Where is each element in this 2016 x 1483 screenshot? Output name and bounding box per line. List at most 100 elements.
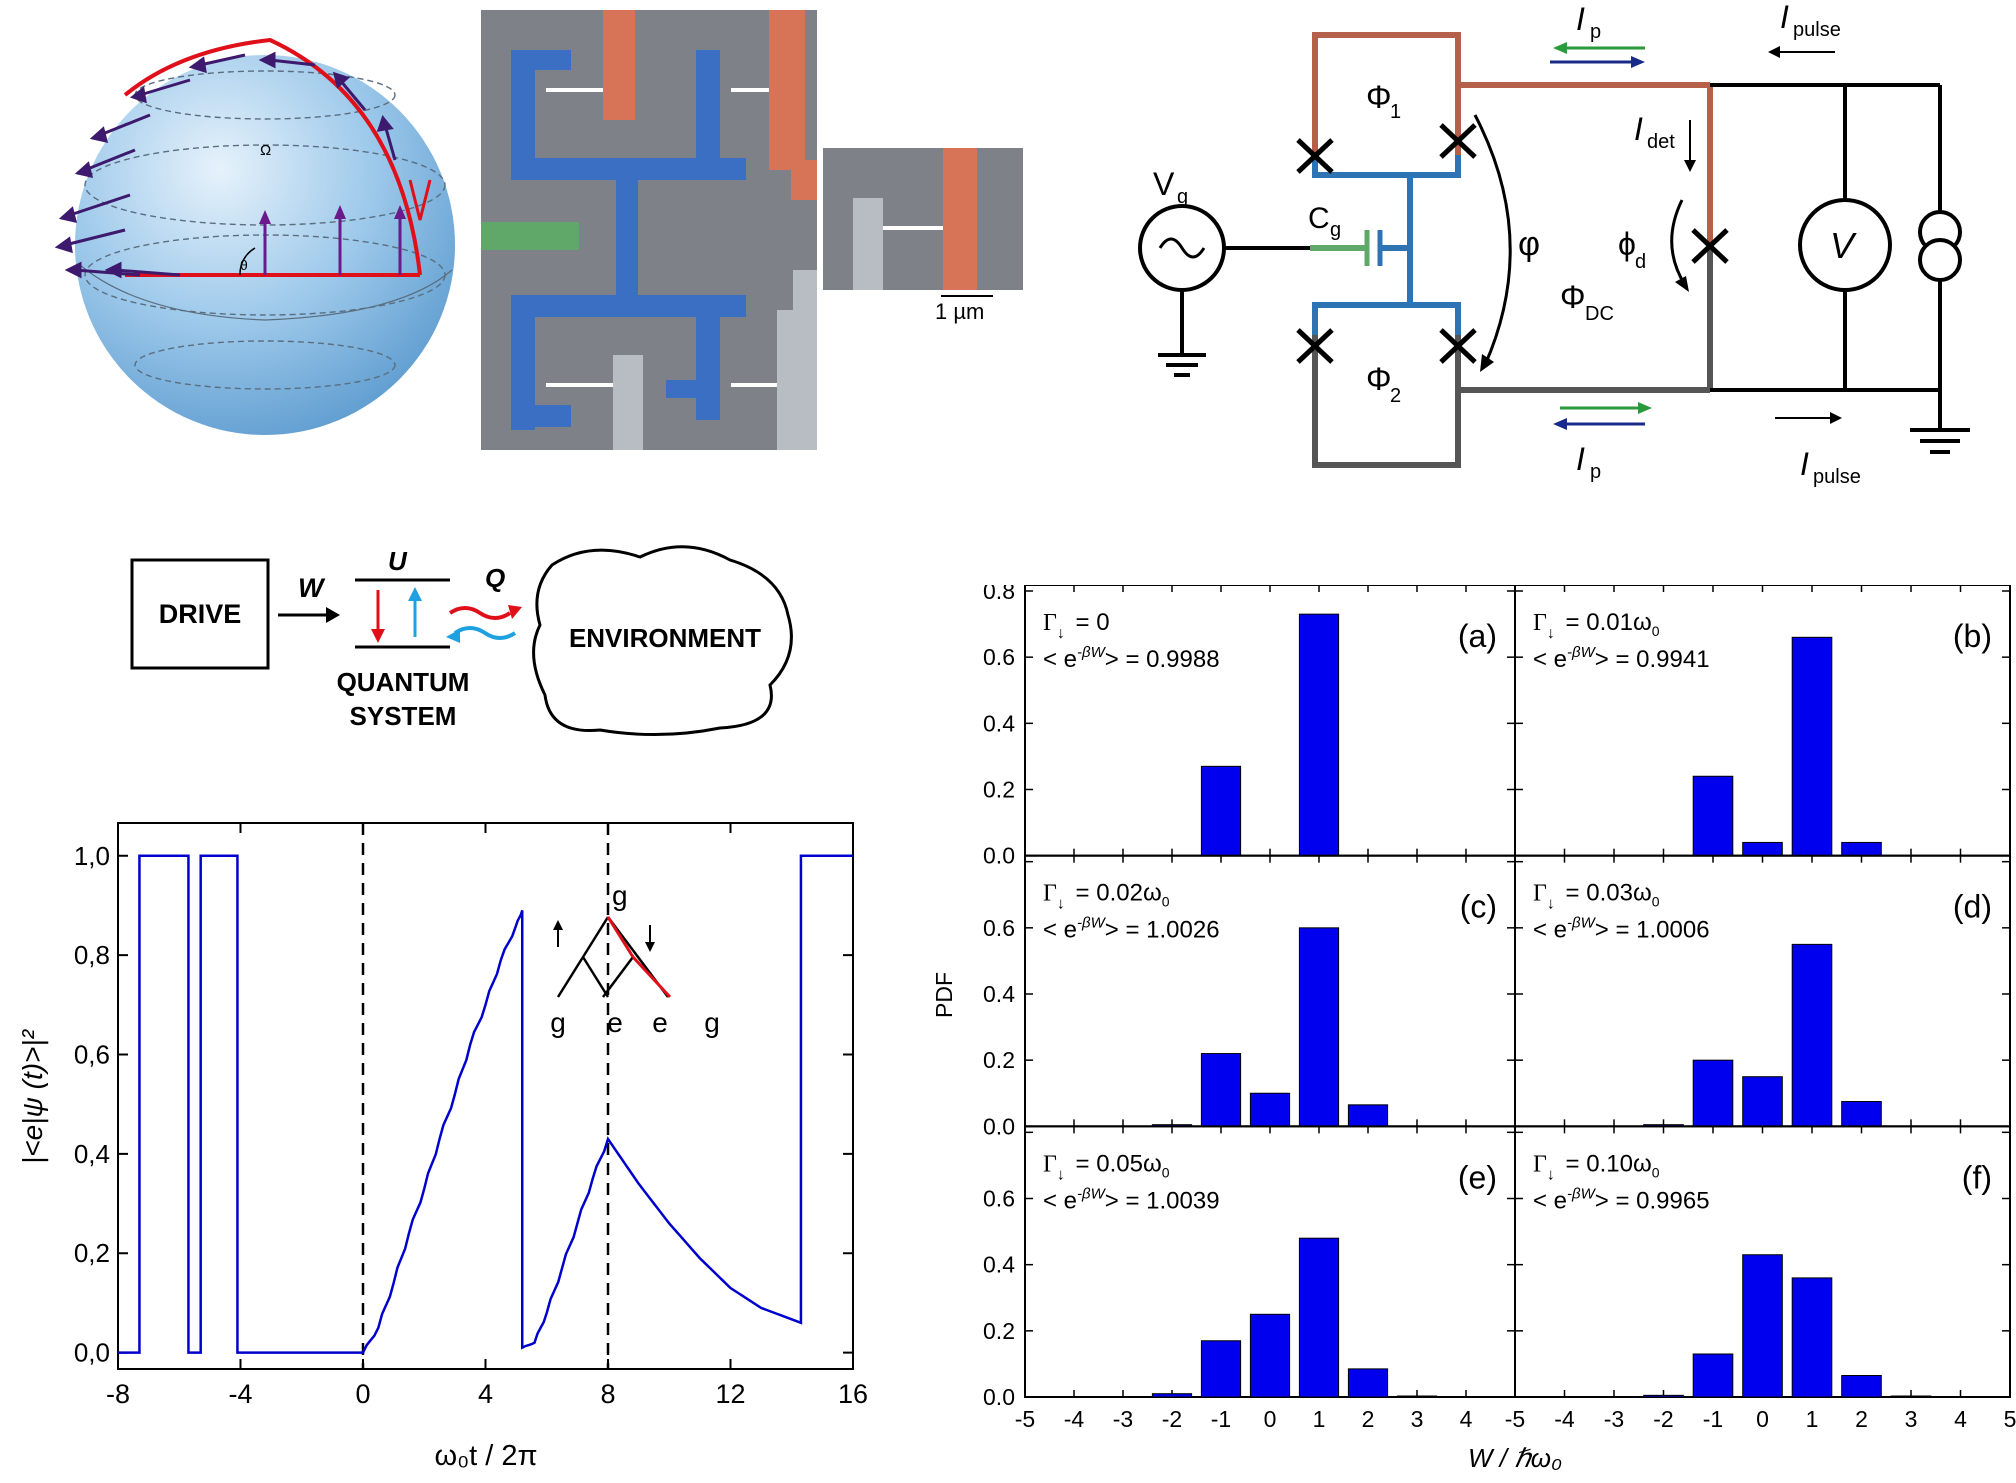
pdf-tick-label: 0.4: [983, 981, 1015, 1007]
work-tick-label: -3: [1113, 1406, 1133, 1432]
average-label: < e-βW> = 0.9941: [1533, 644, 1710, 673]
ip-top-sub: p: [1590, 21, 1601, 43]
histogram-bar: [1249, 1092, 1291, 1127]
u-label: U: [388, 546, 408, 576]
histogram-bar: [1692, 1059, 1734, 1127]
work-tick-label: 2: [1855, 1406, 1868, 1432]
panel-label: (a): [1458, 618, 1497, 654]
average-label: < e-βW> = 0.9988: [1043, 644, 1220, 673]
y-tick-label: 0,4: [74, 1139, 110, 1169]
work-tick-label: -1: [1703, 1406, 1723, 1432]
y-tick-label: 0,6: [74, 1040, 110, 1070]
pdf-tick-label: 0.6: [983, 1186, 1015, 1212]
scale-bar: 1 µm: [935, 295, 1005, 335]
histogram-bar: [1396, 1395, 1438, 1398]
gamma-label: Γ↓ = 0.01ω0: [1533, 609, 1660, 642]
histogram-bar: [1692, 1353, 1734, 1398]
histogram-panel: (b) Γ↓ = 0.01ω0< e-βW> = 0.9941: [1514, 584, 2011, 857]
histogram-bar: [1890, 1395, 1932, 1398]
histogram-bar: [1347, 1104, 1389, 1127]
panel-label: (d): [1953, 889, 1992, 925]
scale-bar-label: 1 µm: [935, 299, 985, 324]
pdf-axis-label: PDF: [931, 972, 957, 1018]
pdf-tick-label: 0.2: [983, 777, 1015, 803]
histogram-panel: 0.0 0.2 0.4 0.6 0.8 (a) Γ↓ = 0< e-βW> = 0.9988: [983, 578, 1516, 869]
work-axis-label: W / ℏω₀: [1468, 1443, 1562, 1473]
histogram-bar: [1298, 927, 1340, 1127]
average-label: < e-βW> = 1.0039: [1043, 1185, 1220, 1214]
work-tick-label: -4: [1064, 1406, 1085, 1432]
work-tick-label: 4: [1954, 1406, 1967, 1432]
gamma-label: Γ↓ = 0.03ω0: [1533, 880, 1660, 913]
x-tick-label: -4: [228, 1379, 252, 1409]
excitation-line-chart: -8 -4 0 4 8 12 16 0,0 0,2 0,4 0,6 0,8 1,0 |<e|ψ (t)>…: [0, 775, 880, 1478]
phi-label: φ: [1518, 225, 1540, 263]
histogram-bar: [1200, 1340, 1242, 1398]
work-tick-label: 0: [1264, 1406, 1277, 1432]
inset-tree: g g e e g: [550, 880, 720, 1038]
x-tick-label: -8: [106, 1379, 130, 1409]
histogram-bar: [1200, 1053, 1242, 1127]
idet-label: I: [1634, 111, 1643, 147]
plot-frame: [117, 822, 854, 1370]
inset-e-2: e: [652, 1007, 668, 1038]
panel-label: (e): [1458, 1159, 1497, 1195]
pdf-tick-label: 0.2: [983, 1047, 1015, 1073]
work-tick-label: -2: [1162, 1406, 1182, 1432]
omega-label: Ω: [260, 142, 271, 159]
x-tick-label: 16: [838, 1379, 868, 1409]
panel-label: (b): [1953, 618, 1992, 654]
circuit-diagram: V g C g Φ 1 Φ 2 Φ DC φ ϕ d I p I p I det…: [1130, 0, 2016, 500]
ipulse-top-sub: pulse: [1793, 19, 1841, 41]
y-tick-label: 1,0: [74, 841, 110, 871]
vg-label: V: [1153, 166, 1175, 202]
vg-sub: g: [1177, 186, 1188, 208]
quantum-system-label-2: SYSTEM: [350, 701, 457, 731]
inset-e-1: e: [607, 1007, 623, 1038]
histogram-bar: [1643, 1394, 1684, 1398]
inset-top-g: g: [612, 880, 628, 911]
phi1-sub: 1: [1390, 101, 1401, 123]
ipulse-bottom-sub: pulse: [1813, 466, 1861, 488]
phidc-sub: DC: [1585, 303, 1614, 325]
work-tick-label: -5: [1015, 1406, 1035, 1432]
histogram-bar: [1742, 1076, 1783, 1127]
pdf-tick-label: 0.2: [983, 1318, 1015, 1344]
histogram-bar: [1791, 636, 1833, 857]
phid-label: ϕ: [1618, 226, 1636, 262]
gamma-label: Γ↓ = 0.05ω0: [1043, 1150, 1170, 1183]
cg-label: C: [1308, 202, 1330, 235]
thermodynamics-schematic: DRIVE W U Q QUANTUM SYSTEM ENVIRONMENT: [120, 535, 810, 745]
work-tick-label: -4: [1554, 1406, 1575, 1432]
pdf-tick-label: 0.0: [983, 1113, 1015, 1139]
drive-label: DRIVE: [159, 599, 242, 629]
histogram-panel: -5 -4 -3 -2 -1 0 1 2 3 4 5 (f) Γ↓ = 0.10ω0< e-βW> = …: [1505, 1125, 2016, 1432]
ip-bottom-label: I: [1576, 441, 1585, 477]
x-tick-label: 4: [478, 1379, 493, 1409]
gamma-label: Γ↓ = 0.02ω0: [1043, 880, 1170, 913]
histogram-bar: [1347, 1368, 1389, 1398]
histogram-bar: [1742, 841, 1783, 857]
work-tick-label: 3: [1905, 1406, 1918, 1432]
pdf-tick-label: 0.6: [983, 915, 1015, 941]
w-label: W: [298, 573, 326, 603]
work-tick-label: -5: [1505, 1406, 1525, 1432]
histogram-bar: [1791, 943, 1833, 1127]
pdf-tick-label: 0.4: [983, 1252, 1015, 1278]
histogram-panel: (d) Γ↓ = 0.03ω0< e-βW> = 1.0006: [1514, 854, 2011, 1128]
x-tick-label: 0: [355, 1379, 370, 1409]
ip-bottom-sub: p: [1590, 461, 1601, 483]
work-tick-label: 4: [1460, 1406, 1473, 1432]
idet-sub: det: [1647, 131, 1675, 153]
panel-label: (f): [1962, 1159, 1992, 1195]
theta-label: θ: [240, 257, 248, 273]
average-label: < e-βW> = 0.9965: [1533, 1185, 1710, 1214]
pdf-tick-label: 0.0: [983, 1384, 1015, 1410]
y-tick-label: 0,2: [74, 1238, 110, 1268]
x-tick-label: 12: [715, 1379, 745, 1409]
histogram-bar: [1841, 1101, 1882, 1127]
environment-label: ENVIRONMENT: [569, 623, 761, 653]
work-tick-label: -1: [1211, 1406, 1231, 1432]
ipulse-bottom-label: I: [1800, 446, 1809, 482]
histogram-panel: 0.0 0.2 0.4 0.6 -5 -4 -3 -2 -1 0 1 2 3 4 (e) Γ↓ = 0.05ω…: [983, 1125, 1516, 1432]
